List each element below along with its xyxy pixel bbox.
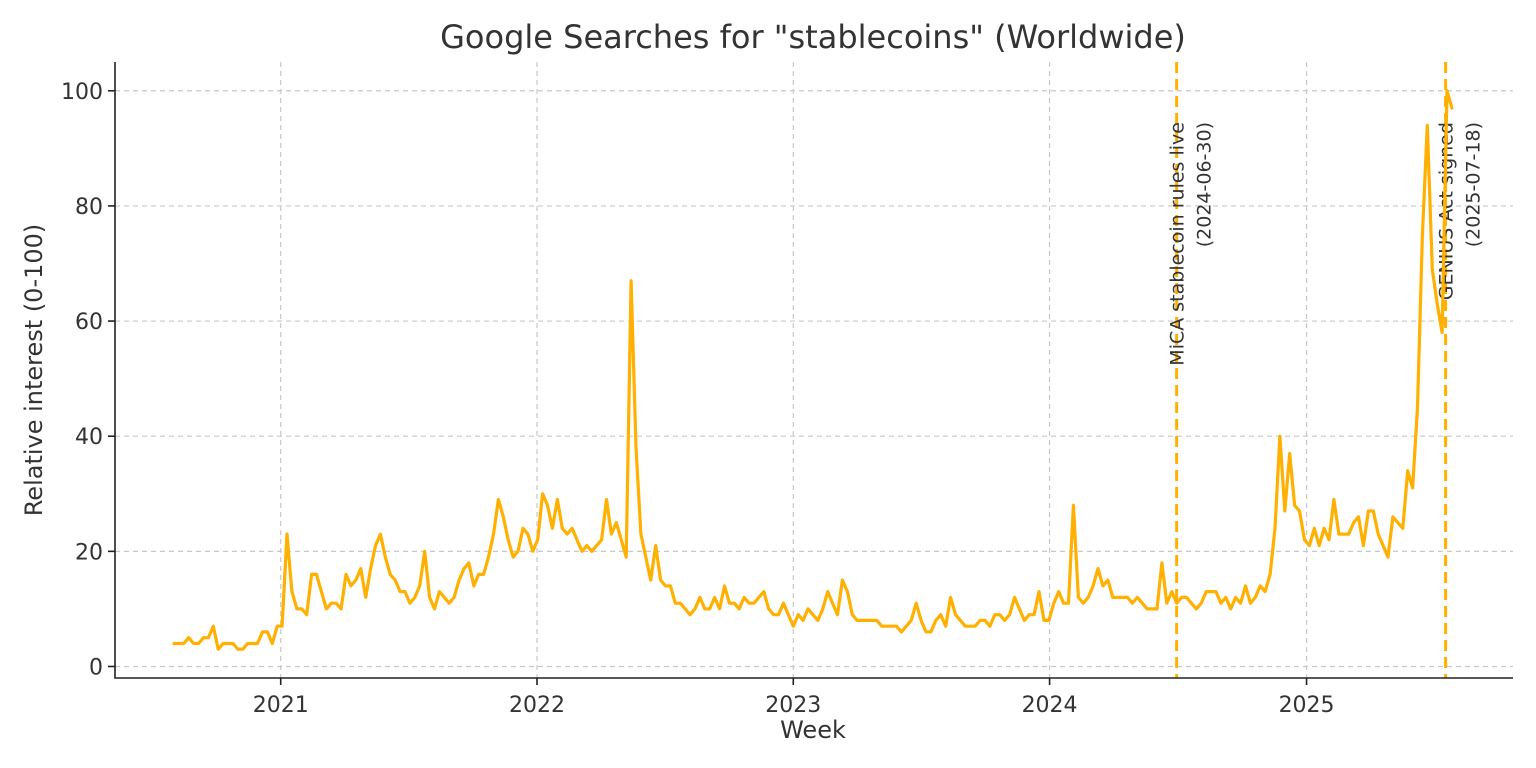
series-line (172, 89, 1454, 651)
event-annotation: MiCA stablecoin rules live (2024-06-30) (1167, 122, 1216, 366)
x-axis-label: Week (780, 716, 846, 744)
axes-layer (114, 62, 1513, 679)
axis-spines (114, 62, 1513, 679)
y-axis-label: Relative interest (0-100) (20, 224, 48, 517)
y-tick-label: 100 (61, 80, 103, 105)
y-tick-label: 80 (75, 195, 103, 220)
x-ticks: 2021 2022 2023 2024 2025 (253, 678, 1335, 718)
grid-layer (115, 62, 1513, 678)
y-tick-label: 0 (89, 655, 103, 680)
y-tick-label: 40 (75, 425, 103, 450)
x-tick-label: 2022 (509, 693, 565, 718)
x-tick-label: 2025 (1279, 693, 1335, 718)
chart-title: Google Searches for "stablecoins" (World… (440, 18, 1186, 56)
series-layer (172, 89, 1454, 651)
y-tick-label: 60 (75, 310, 103, 335)
annotation-layer: MiCA stablecoin rules live (2024-06-30) GE… (1167, 62, 1485, 678)
x-tick-label: 2024 (1022, 693, 1078, 718)
y-ticks: 0 20 40 60 80 100 (61, 80, 115, 680)
x-tick-label: 2023 (765, 693, 821, 718)
x-tick-label: 2021 (253, 693, 309, 718)
y-tick-label: 20 (75, 540, 103, 565)
event-annotation: GENIUS Act signed (2025-07-18) (1436, 122, 1485, 300)
